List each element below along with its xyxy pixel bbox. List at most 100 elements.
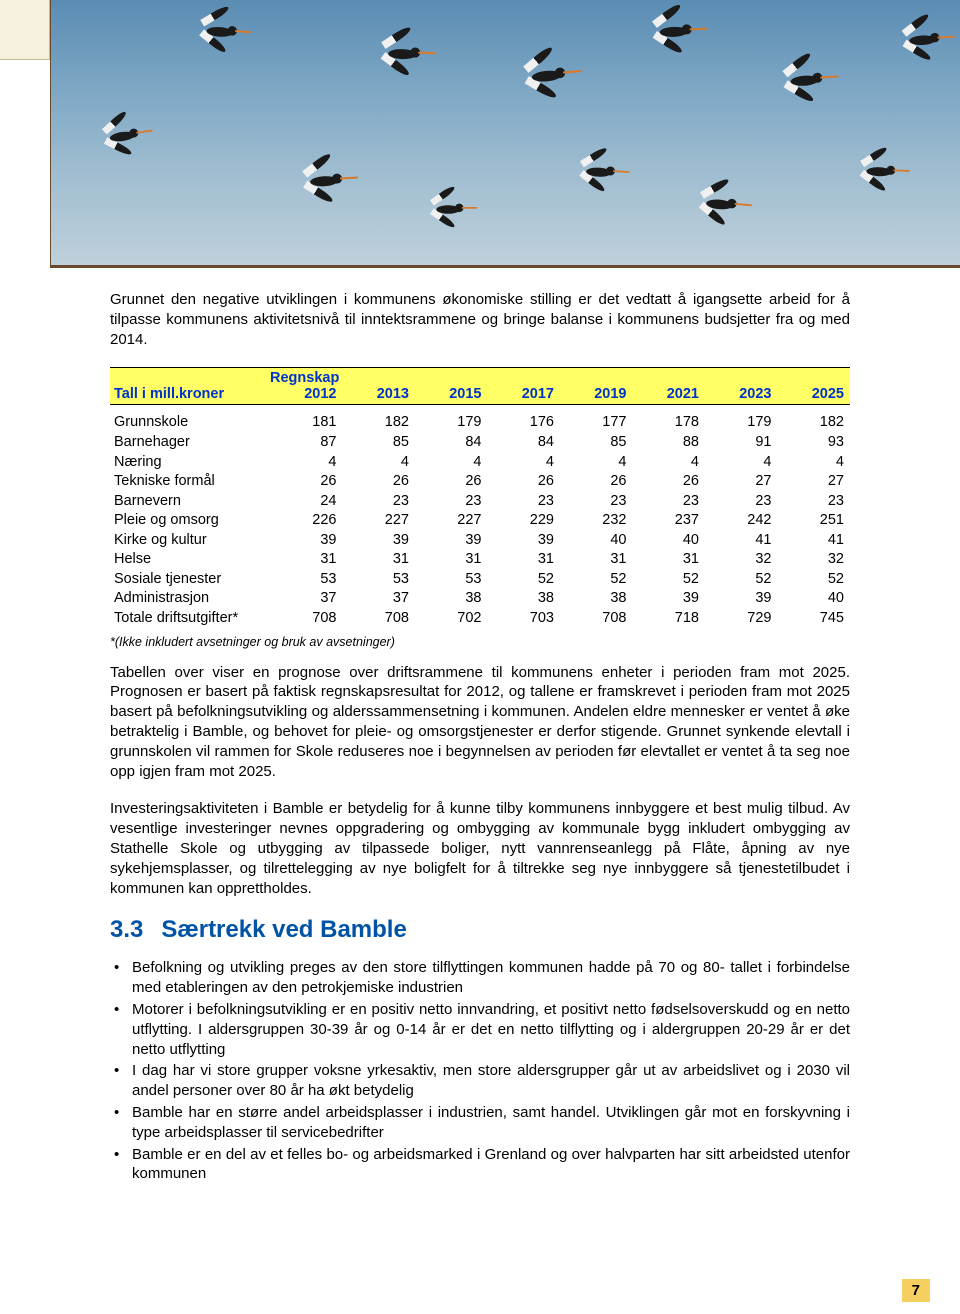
row-value: 708 xyxy=(343,609,416,629)
row-value: 181 xyxy=(270,413,343,433)
row-value: 4 xyxy=(343,453,416,473)
th-regnskap: Regnskap xyxy=(270,368,343,386)
row-value: 84 xyxy=(415,433,488,453)
row-value: 242 xyxy=(705,511,778,531)
row-value: 26 xyxy=(488,472,561,492)
th-empty xyxy=(110,368,270,386)
row-value: 179 xyxy=(705,413,778,433)
row-value: 23 xyxy=(705,492,778,512)
row-value: 53 xyxy=(270,570,343,590)
row-value: 31 xyxy=(560,550,633,570)
row-value: 177 xyxy=(560,413,633,433)
section-heading: 3.3 Særtrekk ved Bamble xyxy=(110,916,850,944)
row-value: 38 xyxy=(560,589,633,609)
row-value: 52 xyxy=(488,570,561,590)
row-value: 178 xyxy=(633,413,706,433)
row-label: Barnevern xyxy=(110,492,270,512)
list-item: Motorer i befolkningsutvikling er en pos… xyxy=(110,1000,850,1059)
table-row: Helse3131313131313232 xyxy=(110,550,850,570)
table-header: Regnskap Tall i mill.kroner 201220132015… xyxy=(110,367,850,405)
th-year: 2021 xyxy=(633,386,706,404)
row-value: 27 xyxy=(705,472,778,492)
row-value: 37 xyxy=(343,589,416,609)
row-value: 38 xyxy=(415,589,488,609)
section-title-text: Særtrekk ved Bamble xyxy=(161,916,406,943)
table-row: Sosiale tjenester5353535252525252 xyxy=(110,570,850,590)
table-row: Tekniske formål2626262626262727 xyxy=(110,472,850,492)
row-value: 84 xyxy=(488,433,561,453)
row-value: 4 xyxy=(560,453,633,473)
row-value: 38 xyxy=(488,589,561,609)
row-value: 4 xyxy=(633,453,706,473)
page-number: 7 xyxy=(902,1279,930,1302)
row-label: Grunnskole xyxy=(110,413,270,433)
th-year: 2017 xyxy=(488,386,561,404)
row-label: Sosiale tjenester xyxy=(110,570,270,590)
list-item: Bamble er en del av et felles bo- og arb… xyxy=(110,1145,850,1185)
row-value: 32 xyxy=(705,550,778,570)
row-value: 226 xyxy=(270,511,343,531)
row-value: 52 xyxy=(633,570,706,590)
row-value: 745 xyxy=(778,609,851,629)
row-value: 229 xyxy=(488,511,561,531)
row-value: 23 xyxy=(560,492,633,512)
table-row: Grunnskole181182179176177178179182 xyxy=(110,413,850,433)
row-value: 93 xyxy=(778,433,851,453)
row-value: 26 xyxy=(270,472,343,492)
row-value: 708 xyxy=(270,609,343,629)
row-value: 4 xyxy=(778,453,851,473)
row-value: 176 xyxy=(488,413,561,433)
row-value: 41 xyxy=(778,531,851,551)
row-value: 53 xyxy=(415,570,488,590)
row-value: 39 xyxy=(633,589,706,609)
th-year: 2013 xyxy=(343,386,416,404)
row-value: 40 xyxy=(560,531,633,551)
row-value: 85 xyxy=(560,433,633,453)
row-value: 39 xyxy=(488,531,561,551)
row-label: Totale driftsutgifter* xyxy=(110,609,270,629)
row-value: 91 xyxy=(705,433,778,453)
row-label: Næring xyxy=(110,453,270,473)
row-value: 52 xyxy=(705,570,778,590)
th-row-label: Tall i mill.kroner xyxy=(110,386,270,404)
row-value: 52 xyxy=(778,570,851,590)
row-value: 31 xyxy=(488,550,561,570)
row-value: 4 xyxy=(415,453,488,473)
forecast-table: Regnskap Tall i mill.kroner 201220132015… xyxy=(110,367,850,628)
row-value: 4 xyxy=(705,453,778,473)
table-row: Kirke og kultur3939393940404141 xyxy=(110,531,850,551)
row-value: 237 xyxy=(633,511,706,531)
table-row: Pleie og omsorg226227227229232237242251 xyxy=(110,511,850,531)
row-value: 27 xyxy=(778,472,851,492)
row-value: 179 xyxy=(415,413,488,433)
row-value: 729 xyxy=(705,609,778,629)
row-value: 703 xyxy=(488,609,561,629)
row-value: 4 xyxy=(270,453,343,473)
row-value: 182 xyxy=(778,413,851,433)
row-value: 39 xyxy=(343,531,416,551)
row-value: 26 xyxy=(560,472,633,492)
table-row: Totale driftsutgifter*708708702703708718… xyxy=(110,609,850,629)
row-value: 4 xyxy=(488,453,561,473)
row-label: Pleie og omsorg xyxy=(110,511,270,531)
row-value: 23 xyxy=(633,492,706,512)
table-row: Næring44444444 xyxy=(110,453,850,473)
row-value: 24 xyxy=(270,492,343,512)
row-value: 53 xyxy=(343,570,416,590)
row-value: 182 xyxy=(343,413,416,433)
row-value: 23 xyxy=(415,492,488,512)
row-value: 23 xyxy=(343,492,416,512)
th-year: 2019 xyxy=(560,386,633,404)
intro-paragraph: Grunnet den negative utviklingen i kommu… xyxy=(110,290,850,349)
row-value: 88 xyxy=(633,433,706,453)
section-number: 3.3 xyxy=(110,916,143,943)
row-value: 32 xyxy=(778,550,851,570)
row-value: 41 xyxy=(705,531,778,551)
row-value: 40 xyxy=(633,531,706,551)
row-value: 31 xyxy=(415,550,488,570)
list-item: Befolkning og utvikling preges av den st… xyxy=(110,958,850,998)
row-value: 52 xyxy=(560,570,633,590)
table-row: Barnevern2423232323232323 xyxy=(110,492,850,512)
row-value: 87 xyxy=(270,433,343,453)
row-label: Administrasjon xyxy=(110,589,270,609)
